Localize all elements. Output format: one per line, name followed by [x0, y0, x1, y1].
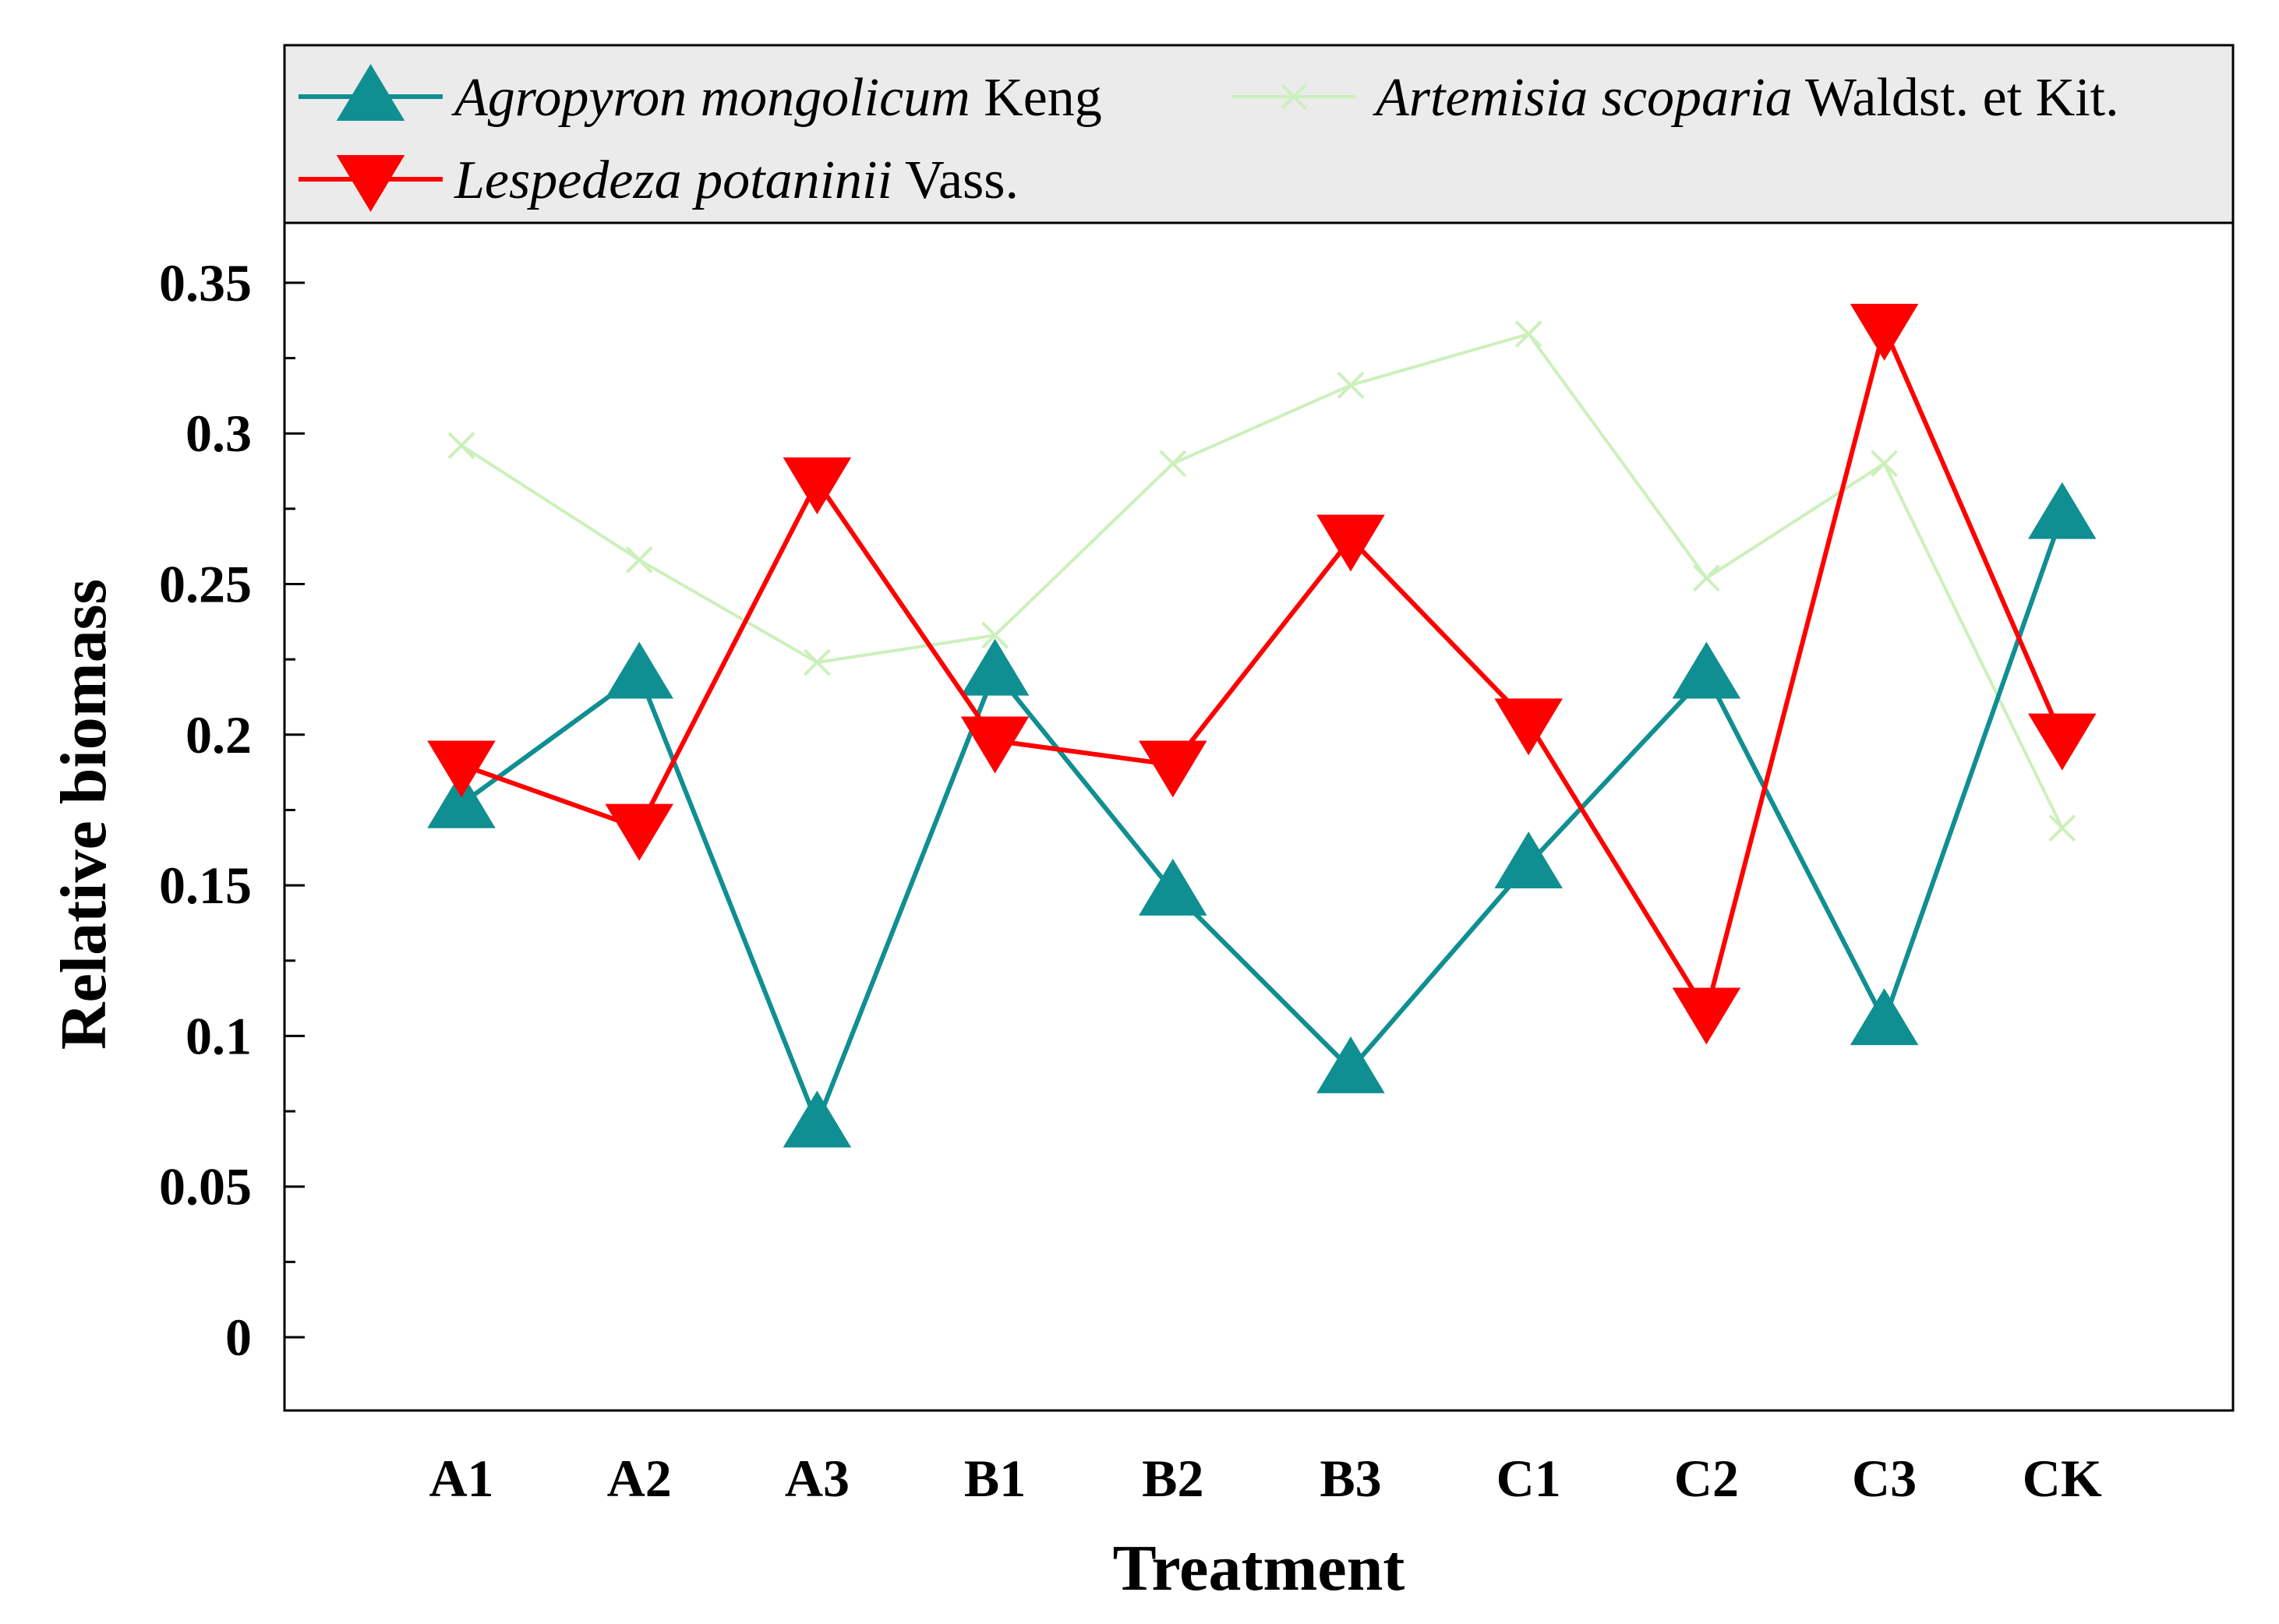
x-tick-label: C1 — [1496, 1449, 1561, 1508]
data-point — [2028, 713, 2097, 771]
x-tick-label: B2 — [1142, 1449, 1203, 1508]
y-tick-label: 0.1 — [186, 1006, 252, 1065]
legend-item: Artemisia scoparia Waldst. et Kit. — [1231, 68, 2119, 128]
legend: Agropyron mongolicum Keng Artemisia scopa… — [299, 64, 2119, 212]
series-2 — [427, 303, 2097, 1045]
data-point — [960, 638, 1030, 696]
data-point — [1672, 641, 1741, 699]
data-point — [981, 621, 1009, 649]
y-tick-label: 0.25 — [159, 555, 252, 614]
legend-label-plain: Vass. — [892, 150, 1019, 210]
legend-label: Lespedeza potaninii Vass. — [454, 150, 1019, 210]
y-tick-label: 0.3 — [186, 404, 252, 463]
plot-area — [283, 221, 2235, 1412]
data-point — [427, 771, 496, 828]
legend-label: Artemisia scoparia Waldst. et Kit. — [1373, 68, 2119, 128]
data-point — [1692, 564, 1720, 592]
data-point — [1316, 514, 1385, 572]
data-point — [1494, 831, 1563, 889]
data-point — [1494, 698, 1563, 756]
data-point — [1672, 987, 1741, 1045]
data-point — [1139, 858, 1207, 916]
data-point — [960, 716, 1030, 774]
x-tick-label: CK — [2023, 1449, 2102, 1508]
data-point — [427, 740, 496, 798]
data-point — [1850, 988, 1919, 1046]
y-tick-label: 0 — [225, 1308, 252, 1367]
x-tick-label: A2 — [607, 1449, 672, 1508]
series-line — [460, 332, 2064, 829]
data-point — [2048, 814, 2076, 842]
data-point — [336, 64, 405, 121]
x-tick-label: B1 — [964, 1449, 1026, 1508]
y-axis-title: Relative biomass — [48, 579, 120, 1050]
y-tick-label: 0.05 — [159, 1157, 252, 1216]
legend-box — [283, 44, 2235, 224]
data-point — [2028, 482, 2097, 539]
x-tick-label: C2 — [1674, 1449, 1739, 1508]
data-point — [605, 803, 673, 861]
data-point — [605, 641, 673, 699]
x-tick-label: B3 — [1320, 1449, 1381, 1508]
legend-label-italic: Agropyron mongolicum — [451, 68, 970, 128]
data-point — [1281, 83, 1307, 110]
legend-item: Lespedeza potaninii Vass. — [299, 150, 1019, 212]
data-point — [803, 648, 831, 676]
data-point — [1159, 450, 1187, 478]
x-tick-label: A1 — [429, 1449, 493, 1508]
series-0 — [427, 482, 2097, 1148]
y-tick-label: 0.2 — [186, 705, 252, 764]
data-point — [1514, 320, 1542, 348]
y-tick-label: 0.15 — [159, 856, 252, 915]
legend-label-plain: Waldst. et Kit. — [1793, 68, 2119, 128]
data-point — [1139, 740, 1207, 798]
legend-label-italic: Artemisia scoparia — [1373, 68, 1793, 128]
legend-label-italic: Lespedeza potaninii — [454, 150, 892, 210]
legend-label: Agropyron mongolicum Keng — [451, 68, 1102, 128]
data-point — [1316, 1036, 1385, 1093]
data-point — [783, 1090, 852, 1148]
series-line — [460, 320, 2065, 1019]
legend-label-plain: Keng — [970, 68, 1102, 128]
y-tick-label: 0.35 — [159, 253, 252, 312]
data-point — [447, 432, 475, 460]
legend-item: Agropyron mongolicum Keng — [299, 64, 1102, 128]
x-axis: A1 A2 A3 B1 B2 B3 C1 C2 C3 CK — [429, 1449, 2101, 1508]
data-point — [1337, 371, 1365, 399]
series-line — [460, 514, 2065, 1130]
x-tick-label: C3 — [1852, 1449, 1917, 1508]
data-point — [783, 457, 852, 514]
x-tick-label: A3 — [785, 1449, 850, 1508]
series-layer — [427, 303, 2097, 1148]
data-point — [625, 546, 653, 574]
data-point — [336, 155, 405, 212]
y-axis: 0 0.05 0.1 0.15 0.2 0.25 0.3 0.35 — [159, 253, 305, 1367]
data-point — [1850, 303, 1919, 361]
x-axis-title: Treatment — [1113, 1532, 1405, 1605]
data-point — [1871, 450, 1899, 478]
series-1 — [447, 320, 2076, 842]
